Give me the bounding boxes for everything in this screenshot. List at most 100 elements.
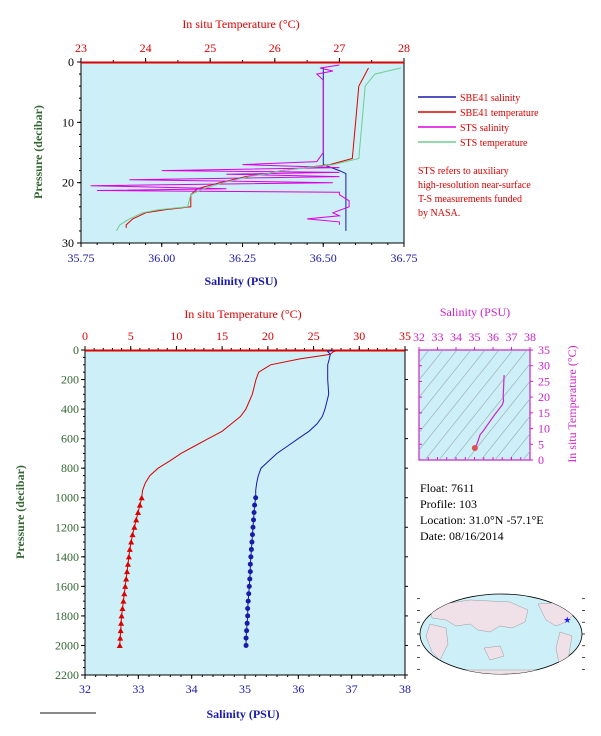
top-p-tick-label-1: 10	[62, 115, 74, 129]
main-p-tick-label-3: 600	[61, 432, 79, 446]
ts-isopycnal	[522, 450, 530, 460]
world-map: ★	[417, 593, 585, 675]
salinity-marker	[244, 628, 250, 634]
main-temp-tick-label-4: 20	[262, 329, 274, 343]
main-panel-y-axis-label: Pressure (decibar)	[13, 465, 27, 559]
temperature-marker	[123, 575, 130, 582]
main-sal-tick-label-3: 35	[239, 682, 251, 696]
legend-label-sbe41-salinity: SBE41 salinity	[460, 93, 520, 104]
top-temp-tick-label-4: 27	[333, 41, 345, 55]
ts-temp-tick-label-0: 0	[538, 453, 544, 467]
ts-isopycnal	[419, 350, 500, 451]
ts-temp-tick-label-4: 20	[538, 390, 550, 404]
main-panel-bottom-axis-label: Salinity (PSU)	[206, 707, 279, 721]
map-land-australia	[483, 645, 505, 661]
salinity-marker	[253, 495, 259, 501]
ts-panel-top-axis-label: Salinity (PSU)	[440, 305, 510, 319]
float-location-marker: ★	[563, 615, 571, 625]
top-panel-y-axis-label: Pressure (decibar)	[31, 105, 45, 199]
top-series-line-1	[125, 67, 369, 228]
ts-temp-tick-label-5: 25	[538, 374, 550, 388]
main-panel-plot-area	[84, 349, 406, 676]
main-p-tick-label-2: 400	[61, 402, 79, 416]
note-line-4: by NASA.	[418, 208, 460, 219]
ts-isopycnal	[438, 350, 528, 460]
top-sal-tick-label-3: 36.50	[310, 251, 337, 265]
date-line: Date: 08/16/2014	[420, 529, 504, 543]
top-temp-tick-label-0: 23	[75, 41, 87, 55]
top-temp-tick-label-2: 25	[204, 41, 216, 55]
main-p-tick-label-6: 1200	[55, 520, 79, 534]
map-land-antarctica	[429, 669, 581, 674]
salinity-marker	[245, 613, 251, 619]
main-sal-tick-label-4: 36	[292, 682, 304, 696]
ts-isopycnal	[452, 363, 530, 460]
ts-temp-tick-label-6: 30	[538, 359, 550, 373]
temperature-marker	[118, 620, 125, 626]
main-p-tick-label-0: 0	[73, 343, 79, 357]
top-panel-note: STS refers to auxiliary high-resolution …	[418, 166, 531, 219]
temperature-marker	[125, 553, 132, 560]
temperature-marker	[117, 635, 124, 641]
top-p-tick-label-2: 20	[62, 176, 74, 190]
salinity-marker	[248, 546, 254, 552]
top-panel-bottom-axis-label: Salinity (PSU)	[204, 274, 277, 288]
top-temp-tick-label-5: 28	[398, 41, 410, 55]
salinity-marker	[248, 554, 254, 560]
note-line-1: STS refers to auxiliary	[418, 166, 509, 177]
top-sal-tick-label-0: 35.75	[68, 251, 95, 265]
ts-temp-tick-label-2: 10	[538, 422, 550, 436]
ts-isopycnal	[424, 350, 514, 460]
float-info: Float: 7611 Profile: 103 Location: 31.0°…	[420, 481, 544, 543]
temperature-marker	[138, 494, 145, 501]
temperature-marker	[126, 546, 133, 552]
salinity-marker	[251, 517, 257, 523]
salinity-marker	[245, 606, 251, 612]
ts-sal-tick-label-4: 36	[487, 330, 499, 344]
location-line: Location: 31.0°N -57.1°E	[420, 513, 544, 527]
main-sal-tick-label-0: 32	[79, 682, 91, 696]
salinity-marker	[243, 635, 249, 641]
ts-sal-tick-label-1: 33	[432, 330, 444, 344]
top-sal-tick-label-1: 36.00	[148, 251, 175, 265]
ts-isopycnal-lines	[419, 350, 530, 460]
salinity-marker	[249, 532, 255, 538]
ts-profile-line	[474, 375, 505, 449]
ts-sal-tick-label-5: 37	[506, 330, 518, 344]
main-p-tick-label-9: 1800	[55, 609, 79, 623]
ts-isopycnal	[466, 380, 530, 460]
temperature-marker	[133, 516, 140, 523]
temperature-marker	[119, 605, 126, 612]
main-p-tick-label-4: 800	[61, 461, 79, 475]
temperature-marker	[124, 568, 131, 575]
salinity-marker	[244, 620, 250, 626]
main-temp-tick-label-2: 10	[170, 329, 182, 343]
top-panel-top-axis-label: In situ Temperature (°C)	[182, 17, 299, 31]
top-sal-tick-label-4: 36.75	[391, 251, 418, 265]
main-p-tick-label-8: 1600	[55, 579, 79, 593]
profile-line: Profile: 103	[420, 497, 477, 511]
main-panel: In situ Temperature (°C) Salinity (PSU) …	[13, 307, 411, 721]
top-series-line-2	[90, 64, 350, 225]
salinity-marker	[243, 642, 249, 648]
salinity-marker	[252, 502, 258, 508]
main-sal-tick-label-6: 38	[399, 682, 411, 696]
ts-temp-tick-label-3: 15	[538, 406, 550, 420]
main-p-tick-label-10: 2000	[55, 638, 79, 652]
main-p-tick-label-7: 1400	[55, 550, 79, 564]
main-temp-tick-label-7: 35	[399, 329, 411, 343]
salinity-marker	[251, 510, 257, 515]
main-p-tick-label-1: 200	[61, 373, 79, 387]
tiny-footer-mark	[40, 712, 96, 714]
ts-isopycnal	[419, 350, 486, 433]
ts-temp-tick-label-7: 35	[538, 343, 550, 357]
ts-panel-plot-area	[418, 349, 531, 461]
map-land-africa	[425, 623, 449, 661]
salinity-marker	[247, 561, 253, 567]
salinity-marker	[246, 591, 252, 597]
temperature-marker	[116, 642, 123, 648]
ts-isopycnal	[494, 415, 530, 460]
main-temp-tick-label-0: 0	[82, 329, 88, 343]
salinity-marker	[246, 583, 252, 589]
